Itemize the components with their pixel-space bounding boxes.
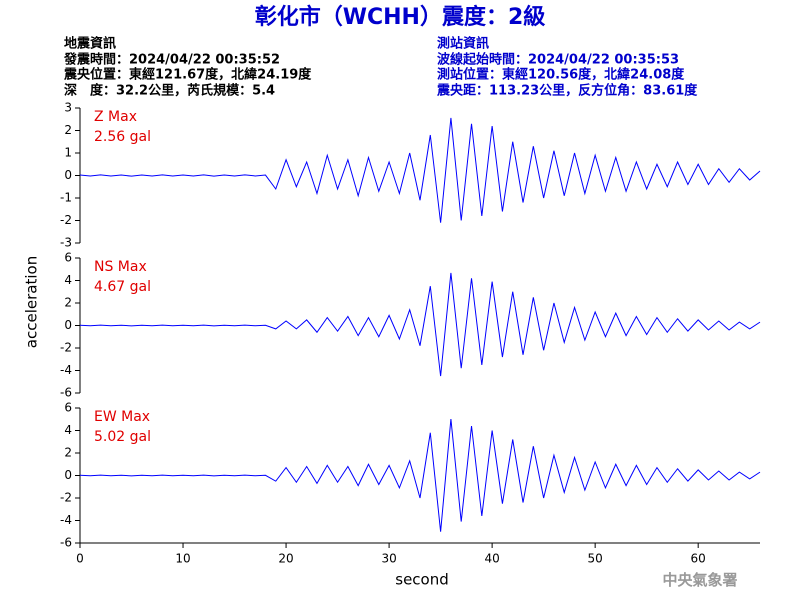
station-info: 波線起始時間：2024/04/22 00:35:53	[437, 52, 679, 68]
event-info: 地震資訊	[64, 36, 116, 52]
x-tick-label: 40	[484, 552, 499, 566]
y-tick-label: -3	[60, 236, 72, 250]
y-tick-label: 6	[64, 251, 72, 265]
chart-title: 彰化市（WCHH）震度：2級	[255, 4, 546, 30]
station-info: 測站位置：東經120.56度，北緯24.08度	[437, 67, 685, 83]
y-tick-label: 0	[64, 318, 72, 332]
event-info: 發震時間：2024/04/22 00:35:52	[63, 52, 280, 68]
max-label: 4.67 gal	[94, 279, 151, 295]
y-tick-label: 6	[64, 401, 72, 415]
y-tick-label: -2	[60, 491, 72, 505]
y-tick-label: 2	[64, 446, 72, 460]
waveform	[79, 272, 761, 377]
y-tick-label: -2	[60, 213, 72, 227]
y-tick-label: -6	[60, 536, 72, 550]
waveform	[79, 117, 761, 223]
component-label: NS Max	[94, 259, 147, 275]
y-tick-label: 2	[64, 296, 72, 310]
x-tick-label: 0	[76, 552, 84, 566]
station-info: 震央距：113.23公里，反方位角：83.61度	[436, 83, 698, 99]
event-info: 深 度：32.2公里，芮氏規模：5.4	[64, 83, 275, 99]
y-tick-label: 4	[64, 273, 72, 287]
max-label: 2.56 gal	[94, 129, 151, 145]
x-tick-label: 50	[588, 552, 603, 566]
max-label: 5.02 gal	[94, 429, 151, 445]
x-tick-label: 20	[278, 552, 293, 566]
y-tick-label: -4	[60, 513, 72, 527]
event-info: 震央位置：東經121.67度，北緯24.19度	[63, 67, 312, 83]
station-info: 測站資訊	[437, 36, 489, 52]
y-tick-label: -2	[60, 341, 72, 355]
y-tick-label: 0	[64, 468, 72, 482]
waveform	[79, 418, 761, 532]
y-tick-label: 3	[64, 101, 72, 115]
y-tick-label: 1	[64, 146, 72, 160]
x-axis-label: second	[395, 571, 449, 589]
y-tick-label: 4	[64, 423, 72, 437]
component-label: EW Max	[94, 409, 150, 425]
component-label: Z Max	[94, 109, 137, 125]
footer: 中央氣象署	[662, 571, 737, 589]
x-tick-label: 60	[691, 552, 706, 566]
x-tick-label: 10	[175, 552, 190, 566]
y-tick-label: -4	[60, 363, 72, 377]
x-tick-label: 30	[381, 552, 396, 566]
y-tick-label: 2	[64, 123, 72, 137]
y-tick-label: 0	[64, 168, 72, 182]
y-tick-label: -6	[60, 386, 72, 400]
y-axis-label: acceleration	[23, 256, 41, 348]
y-tick-label: -1	[60, 191, 72, 205]
